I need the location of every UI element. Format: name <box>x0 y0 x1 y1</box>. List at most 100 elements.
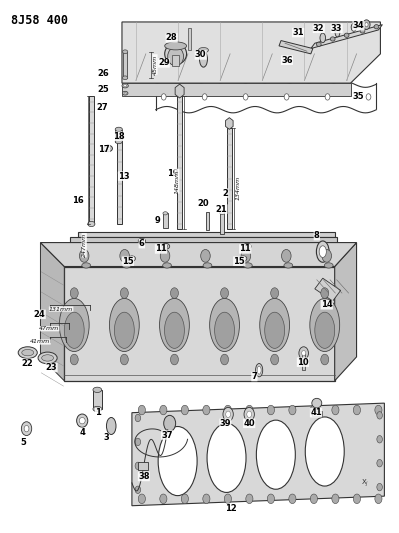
Ellipse shape <box>199 47 208 53</box>
Text: 18: 18 <box>113 132 125 141</box>
Ellipse shape <box>115 127 122 132</box>
Text: 15: 15 <box>233 257 245 265</box>
Polygon shape <box>122 83 351 96</box>
Circle shape <box>310 405 318 415</box>
Ellipse shape <box>344 33 349 37</box>
Text: 37: 37 <box>161 431 173 440</box>
Polygon shape <box>225 118 233 130</box>
Ellipse shape <box>138 238 145 244</box>
Circle shape <box>221 288 229 298</box>
Bar <box>302 354 305 370</box>
Ellipse shape <box>284 263 293 268</box>
Ellipse shape <box>330 37 335 41</box>
Text: 17: 17 <box>98 145 110 154</box>
Circle shape <box>160 249 170 262</box>
Polygon shape <box>311 25 382 49</box>
Circle shape <box>135 486 141 494</box>
Text: 35: 35 <box>353 92 364 101</box>
Ellipse shape <box>115 312 134 349</box>
Ellipse shape <box>305 417 344 486</box>
Text: 32: 32 <box>313 24 325 33</box>
Bar <box>220 212 224 233</box>
Circle shape <box>120 354 128 365</box>
Text: 10: 10 <box>297 358 309 367</box>
Circle shape <box>271 354 279 365</box>
Polygon shape <box>40 243 64 381</box>
Ellipse shape <box>363 20 370 29</box>
Ellipse shape <box>351 23 356 31</box>
Text: 26: 26 <box>97 69 109 78</box>
Circle shape <box>135 438 141 446</box>
Circle shape <box>354 494 360 504</box>
Bar <box>115 130 122 142</box>
Ellipse shape <box>124 85 127 87</box>
Text: 39: 39 <box>219 419 231 428</box>
Bar <box>177 96 182 229</box>
Circle shape <box>120 288 128 298</box>
Text: 47mm: 47mm <box>39 326 59 331</box>
Ellipse shape <box>160 298 190 352</box>
Polygon shape <box>132 403 384 506</box>
Polygon shape <box>40 243 357 266</box>
Ellipse shape <box>243 244 251 249</box>
Ellipse shape <box>219 210 225 214</box>
Circle shape <box>24 425 29 432</box>
Ellipse shape <box>59 298 89 352</box>
Text: 33: 33 <box>331 24 342 33</box>
Circle shape <box>161 94 166 100</box>
Ellipse shape <box>215 312 235 349</box>
Ellipse shape <box>256 364 263 377</box>
Polygon shape <box>122 22 380 83</box>
Ellipse shape <box>324 263 333 268</box>
Ellipse shape <box>109 298 139 352</box>
Ellipse shape <box>41 355 53 361</box>
Circle shape <box>289 405 296 415</box>
Ellipse shape <box>64 312 84 349</box>
Circle shape <box>271 288 279 298</box>
Text: 131mm: 131mm <box>49 306 73 311</box>
Circle shape <box>243 94 248 100</box>
Circle shape <box>138 494 145 504</box>
Circle shape <box>332 494 339 504</box>
Bar <box>188 28 191 50</box>
Circle shape <box>375 405 382 415</box>
Ellipse shape <box>312 398 322 408</box>
Ellipse shape <box>93 406 102 411</box>
Ellipse shape <box>257 420 295 489</box>
Bar <box>312 411 322 416</box>
Ellipse shape <box>38 352 57 364</box>
Text: 4: 4 <box>79 428 85 437</box>
Ellipse shape <box>124 92 126 94</box>
Text: X$_j$: X$_j$ <box>361 477 369 489</box>
Circle shape <box>377 459 382 467</box>
Text: 247mm: 247mm <box>82 233 87 257</box>
Circle shape <box>138 405 145 415</box>
Bar <box>89 96 94 224</box>
Ellipse shape <box>163 263 172 268</box>
Text: 28: 28 <box>166 34 178 43</box>
Ellipse shape <box>360 29 365 33</box>
Circle shape <box>246 494 253 504</box>
Circle shape <box>22 422 32 435</box>
Circle shape <box>160 494 167 504</box>
Circle shape <box>181 494 188 504</box>
Text: 45mm: 45mm <box>152 54 158 75</box>
Text: 36: 36 <box>281 56 293 64</box>
Ellipse shape <box>243 263 252 268</box>
Bar <box>163 213 168 228</box>
Ellipse shape <box>122 84 128 88</box>
Bar <box>206 212 209 230</box>
Text: 8J58 400: 8J58 400 <box>11 14 68 27</box>
Circle shape <box>202 94 207 100</box>
Bar <box>93 390 102 409</box>
Circle shape <box>377 483 382 491</box>
Ellipse shape <box>122 50 128 54</box>
Text: 16: 16 <box>72 196 84 205</box>
Circle shape <box>282 249 291 262</box>
Circle shape <box>135 414 141 422</box>
Polygon shape <box>70 237 337 266</box>
Text: 9: 9 <box>155 216 161 225</box>
Circle shape <box>181 405 188 415</box>
Ellipse shape <box>265 312 284 349</box>
Text: 13: 13 <box>118 172 130 181</box>
